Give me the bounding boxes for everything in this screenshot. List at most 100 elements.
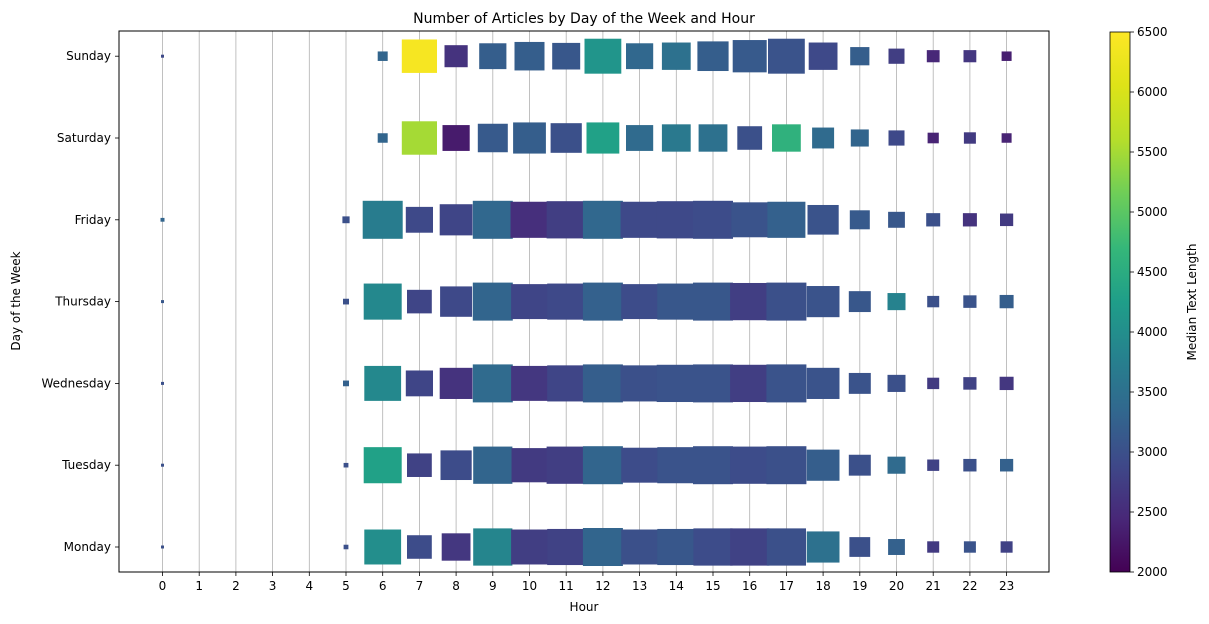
heatmap-cell	[848, 454, 871, 476]
heatmap-cell	[547, 283, 586, 320]
y-tick-label: Saturday	[57, 131, 111, 145]
heatmap-cell	[766, 528, 806, 566]
heatmap-cell	[806, 286, 840, 318]
colorbar-tick-label: 6500	[1137, 25, 1168, 39]
heatmap-cell	[582, 200, 623, 239]
heatmap-cell	[768, 38, 805, 74]
heatmap-cell	[926, 50, 940, 63]
colorbar-gradient	[1110, 32, 1130, 572]
heatmap-cell	[698, 124, 728, 152]
x-tick-label: 4	[305, 579, 313, 593]
chart-title: Number of Articles by Day of the Week an…	[413, 11, 755, 27]
heatmap-cell	[962, 213, 977, 227]
y-tick-label: Monday	[64, 540, 111, 554]
heatmap-cell	[849, 210, 870, 230]
x-tick-label: 11	[559, 579, 574, 593]
colorbar-tick-label: 2000	[1137, 565, 1168, 579]
heatmap-cell	[407, 535, 432, 559]
x-tick-label: 18	[815, 579, 830, 593]
heatmap-cell	[442, 125, 470, 151]
heatmap-cell	[927, 459, 940, 471]
colorbar-tick-label: 2500	[1137, 505, 1168, 519]
heatmap-cell	[343, 380, 349, 387]
y-axis: Monday Tuesday Wednesday Thursday Friday Satu…	[42, 49, 119, 554]
x-tick-label: 14	[669, 579, 684, 593]
heatmap-cell	[552, 42, 581, 70]
heatmap-cell	[963, 377, 977, 390]
heatmap-cell	[362, 200, 403, 239]
x-tick-label: 10	[522, 579, 537, 593]
colorbar-tick-label: 3500	[1137, 385, 1168, 399]
heatmap-cell	[888, 48, 905, 64]
heatmap-cell	[693, 364, 733, 403]
heatmap-cell	[161, 381, 164, 385]
heatmap-cell	[582, 528, 623, 566]
heatmap-cell	[888, 211, 905, 228]
heatmap-cell	[550, 123, 582, 153]
heatmap-cell	[479, 43, 507, 70]
x-tick-label: 12	[595, 579, 610, 593]
heatmap-cell	[441, 533, 471, 561]
colorbar-tick-label: 6000	[1137, 85, 1168, 99]
heatmap-cell	[927, 132, 939, 144]
heatmap-cell	[444, 45, 468, 68]
heatmap-cell	[546, 201, 586, 239]
x-tick-label: 9	[489, 579, 497, 593]
heatmap-cell	[343, 462, 349, 468]
heatmap-cell	[730, 446, 770, 484]
heatmap-cell	[511, 448, 548, 483]
heatmap-cell	[732, 40, 767, 73]
heatmap-cell	[343, 298, 349, 305]
heatmap-cell	[547, 365, 586, 402]
heatmap-cell	[401, 39, 437, 73]
colorbar-tick-label: 5500	[1137, 145, 1168, 159]
heatmap-cell	[473, 528, 513, 566]
heatmap-cell	[364, 365, 402, 401]
x-tick-label: 1	[195, 579, 203, 593]
colorbar-tick-label: 4500	[1137, 265, 1168, 279]
y-tick-label: Friday	[75, 213, 111, 227]
heatmap-cell	[621, 529, 658, 565]
colorbar-tick-label: 4000	[1137, 325, 1168, 339]
colorbar-label: Median Text Length	[1185, 244, 1199, 361]
heatmap-cell	[730, 282, 770, 321]
colorbar-tick-label: 3000	[1137, 445, 1168, 459]
heatmap-cell	[626, 125, 654, 151]
heatmap-cell	[1000, 541, 1013, 553]
heatmap-cell	[546, 446, 586, 484]
heatmap-cell	[766, 364, 807, 403]
heatmap-cell	[343, 544, 349, 550]
x-tick-label: 16	[742, 579, 757, 593]
heatmap-cell	[661, 42, 691, 70]
heatmap-cell	[582, 446, 623, 485]
heatmap-cell	[963, 295, 977, 308]
heatmap-cell	[477, 123, 508, 153]
heatmap-cell	[730, 528, 770, 566]
heatmap-cell	[767, 201, 806, 238]
heatmap-cell	[582, 282, 623, 321]
x-tick-label: 8	[452, 579, 460, 593]
heatmap-cell	[377, 133, 388, 143]
heatmap-cell	[737, 126, 763, 150]
heatmap-cell	[693, 446, 733, 485]
heatmap-cell	[584, 38, 622, 74]
x-tick-label: 22	[962, 579, 977, 593]
heatmap-cell	[626, 43, 654, 70]
heatmap-cell	[808, 42, 838, 70]
heatmap-cell	[963, 458, 977, 472]
heatmap-cell	[657, 283, 696, 320]
y-tick-label: Sunday	[66, 49, 111, 63]
heatmap-cell	[963, 541, 976, 553]
heatmap-cell	[342, 216, 350, 224]
heatmap-cell	[405, 370, 433, 397]
heatmap-cell	[963, 50, 977, 63]
heatmap-cell	[848, 291, 871, 313]
heatmap-cell	[999, 376, 1014, 391]
heatmap-cell	[963, 132, 976, 144]
heatmap-cell	[927, 377, 940, 390]
heatmap-cell	[401, 121, 437, 155]
heatmap-cell	[363, 283, 402, 320]
heatmap-cell	[511, 365, 548, 401]
x-axis: 0 1 2 3 4 5 6 7 8 9 10 11 12 13 14 15 16 17 18 19 20 21 22 23	[159, 572, 1014, 593]
